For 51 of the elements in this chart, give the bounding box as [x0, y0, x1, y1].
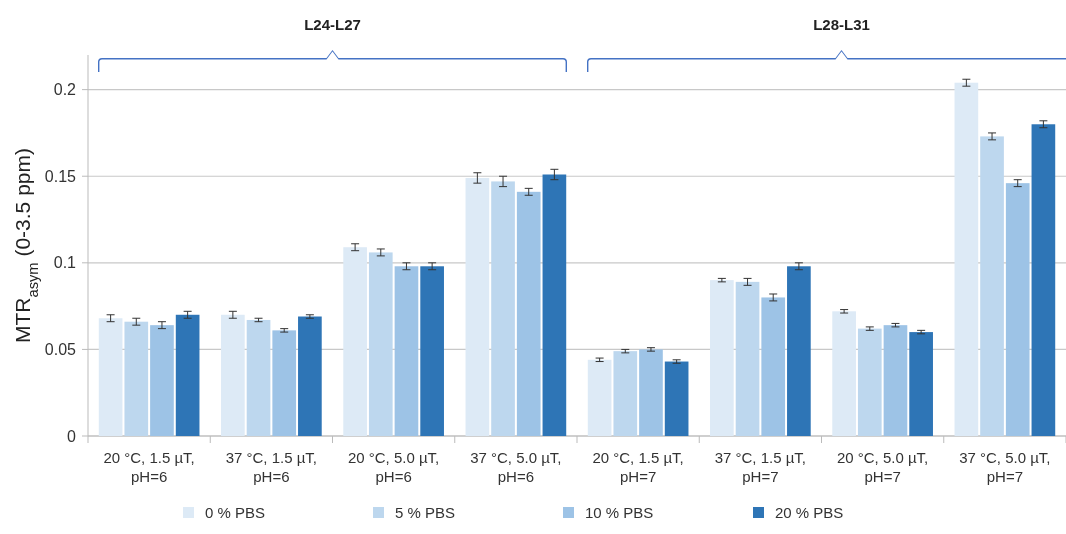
- text: L28-L31: [813, 16, 870, 33]
- bar: [883, 325, 908, 436]
- bar: [394, 266, 419, 436]
- bar: [221, 314, 245, 436]
- bar: [491, 181, 515, 436]
- x-tick-label: 20 °C, 5.0 µT, pH=6: [347, 449, 440, 485]
- x-tick-label: 20 °C, 1.5 µT, pH=7: [592, 449, 684, 485]
- y-tick-label: 0.1: [53, 254, 77, 272]
- bar: [516, 191, 541, 436]
- bar: [664, 361, 689, 436]
- bar: [1031, 124, 1056, 436]
- bar: [613, 351, 638, 436]
- bar: [124, 321, 149, 436]
- y-tick-label: 0.2: [53, 81, 77, 99]
- legend-label: 0 % PBS: [205, 504, 266, 521]
- bar: [175, 314, 200, 436]
- x-tick-label: 37 °C, 5.0 µT, pH=7: [959, 449, 1051, 485]
- bar: [857, 328, 882, 436]
- bar: [735, 281, 760, 436]
- bar: [343, 247, 367, 436]
- y-tick-label: 0.15: [44, 167, 77, 185]
- y-tick-label: 0: [67, 427, 77, 445]
- x-tick-label: 37 °C, 1.5 µT, pH=6: [225, 449, 318, 485]
- x-tick-label: 37 °C, 5.0 µT, pH=6: [470, 449, 562, 485]
- text: L24-L27: [304, 16, 361, 33]
- bar: [980, 136, 1004, 436]
- legend-label: 10 % PBS: [585, 504, 654, 521]
- bar: [420, 266, 444, 436]
- legend-label: 5 % PBS: [395, 504, 456, 521]
- bar: [639, 349, 663, 436]
- bar: [710, 280, 734, 436]
- y-tick-label: 0.05: [44, 341, 77, 359]
- bar: [954, 82, 979, 436]
- legend-label: 20 % PBS: [775, 504, 844, 521]
- bar: [832, 311, 856, 436]
- bar: [909, 332, 933, 436]
- bar: [587, 359, 612, 436]
- bar: [368, 252, 393, 436]
- bar: [150, 325, 174, 436]
- bar: [246, 319, 271, 436]
- bar: [298, 316, 322, 436]
- x-tick-label: 20 °C, 5.0 µT, pH=7: [836, 449, 929, 485]
- bar: [98, 318, 123, 436]
- x-tick-label: 37 °C, 1.5 µT, pH=7: [714, 449, 807, 485]
- bar: [542, 174, 567, 436]
- bar: [465, 177, 490, 436]
- x-tick-label: 20 °C, 1.5 µT, pH=6: [103, 449, 195, 485]
- bar: [787, 266, 811, 436]
- bar: [1005, 183, 1030, 436]
- bar: [272, 330, 297, 436]
- bar: [761, 297, 786, 436]
